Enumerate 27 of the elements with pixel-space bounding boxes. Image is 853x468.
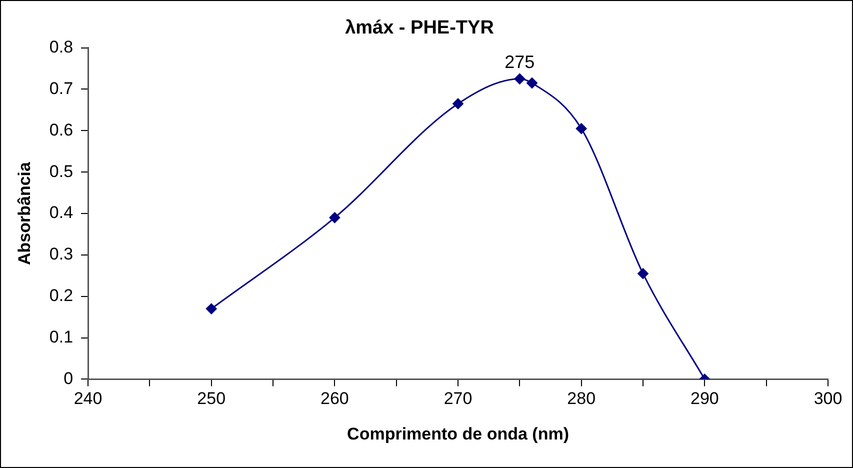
y-tick-label: 0	[64, 368, 74, 388]
y-tick-label: 0.3	[49, 244, 74, 264]
x-tick-label: 260	[320, 389, 349, 408]
x-tick-label: 250	[197, 389, 226, 408]
y-tick-label: 0.4	[49, 203, 74, 222]
point	[638, 268, 649, 280]
point	[526, 78, 538, 89]
x-tick-label: 240	[74, 389, 102, 408]
y-tick-label: 0.2	[49, 286, 74, 306]
chart-title: λmáx - PHE-TYR	[345, 18, 494, 39]
y-tick-label: 0.7	[49, 78, 74, 98]
x-axis-title: Comprimento de onda (nm)	[347, 424, 569, 444]
y-tick-label: 0.1	[49, 327, 74, 346]
x-tick-label: 270	[444, 389, 472, 408]
y-tick-label: 0.5	[49, 162, 74, 181]
x-tick-label: 290	[690, 389, 719, 408]
point	[452, 98, 464, 110]
y-tick-label: 0.6	[49, 120, 74, 140]
y-tick-label: 0.8	[49, 37, 74, 56]
point	[514, 73, 526, 84]
point	[329, 212, 340, 224]
annotation: 275	[504, 52, 535, 72]
x-tick-label: 300	[814, 389, 842, 408]
y-axis-title: Absorbância	[14, 161, 34, 265]
x-tick-label: 280	[567, 389, 596, 408]
point	[576, 123, 587, 134]
point	[206, 303, 217, 314]
